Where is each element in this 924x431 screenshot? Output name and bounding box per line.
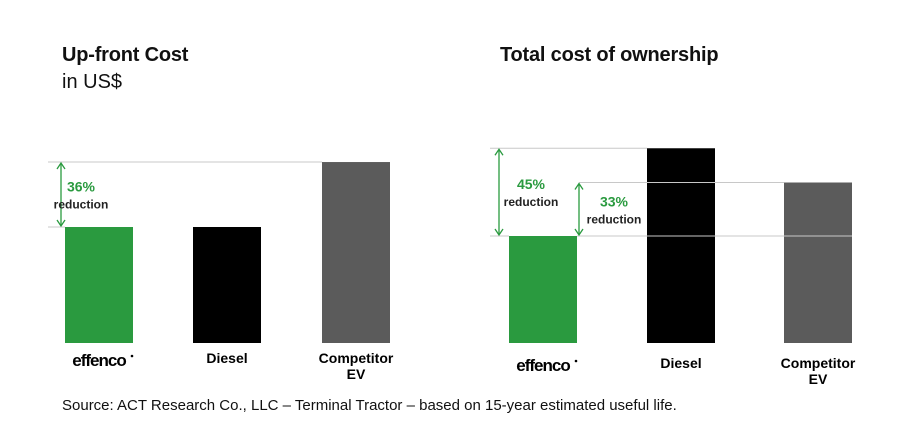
chart-2-reduction-label-0: reduction [504, 195, 559, 209]
chart-1-bar-0 [65, 227, 133, 343]
chart-2-category-label-2-line-1: EV [809, 371, 828, 387]
chart-1-arrow-head-up-0 [56, 161, 66, 170]
chart-2-bar-0 [509, 236, 577, 343]
chart-2-reduction-label-1: reduction [587, 212, 642, 226]
chart-2-reduction-pct-0: 45% [517, 176, 546, 192]
chart-2-arrow-head-down-0 [494, 228, 504, 237]
chart-1-logo-mark-0 [130, 354, 134, 358]
chart-1-subtitle: in US$ [62, 71, 123, 93]
chart-2-bar-2 [784, 182, 852, 343]
chart-2-category-label-0: effenco [516, 356, 570, 375]
chart-2-category-label-2-line-0: Competitor [781, 355, 856, 371]
chart-1-category-label-0: effenco [72, 351, 126, 370]
chart-2-arrow-head-down-1 [574, 228, 584, 237]
chart-1-reduction-label-0: reduction [54, 198, 109, 212]
chart-1-bar-1 [193, 227, 261, 343]
chart-1-category-label-2-line-0: Competitor [319, 350, 394, 366]
chart-1-category-label-2-line-1: EV [347, 366, 366, 382]
chart-1-arrow-head-down-0 [56, 219, 66, 228]
chart-1-title: Up-front Cost [62, 44, 189, 66]
chart-2-bar-1 [647, 148, 715, 343]
chart-2-arrow-head-up-1 [574, 182, 584, 190]
chart-2-title: Total cost of ownership [500, 44, 719, 66]
chart-2-category-label-1-line-0: Diesel [660, 355, 701, 371]
source-note: Source: ACT Research Co., LLC – Terminal… [62, 397, 677, 414]
chart-2-reduction-pct-1: 33% [600, 193, 629, 209]
chart-1-bar-2 [322, 162, 390, 343]
chart-1-reduction-pct-0: 36% [67, 179, 96, 195]
chart-2-arrow-head-up-0 [494, 148, 504, 156]
chart-2-logo-mark-0 [574, 359, 578, 363]
chart-1-category-label-1-line-0: Diesel [206, 350, 247, 366]
